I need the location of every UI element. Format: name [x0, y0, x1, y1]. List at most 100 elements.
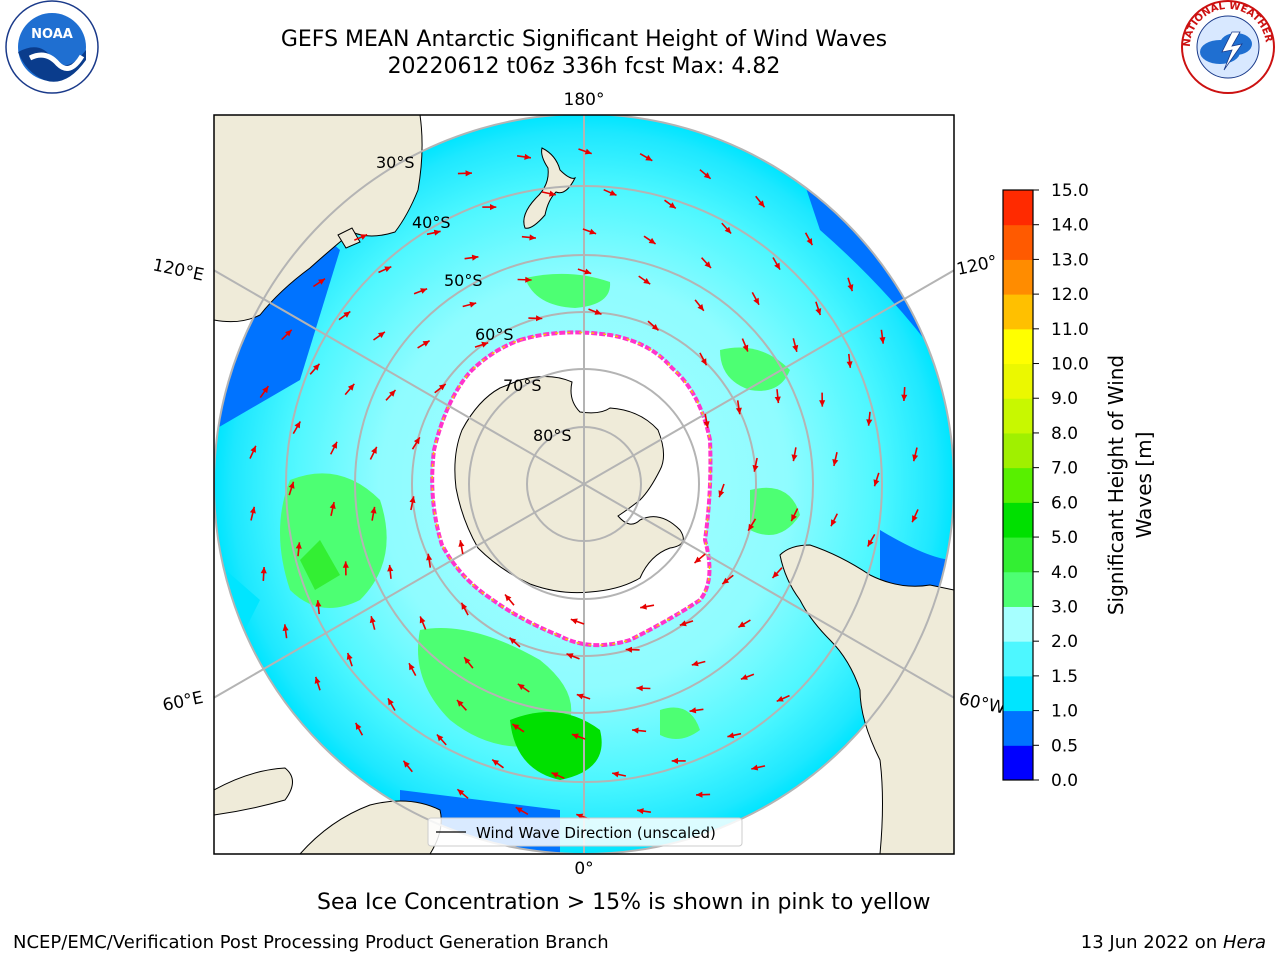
wind-wave-arrowhead	[846, 361, 853, 368]
graticule	[214, 115, 954, 854]
wind-wave-arrowhead	[901, 394, 908, 401]
wind-wave-arrowhead	[703, 421, 710, 428]
colorbar-tick-label: 12.0	[1051, 285, 1089, 305]
madagascar-landmass	[214, 767, 293, 816]
colorbar-tick-label: 6.0	[1051, 493, 1078, 513]
chart-subtitle: 20220612 t06z 336h fcst Max: 4.82	[387, 54, 781, 79]
colorbar-label-line1: Significant Height of Wind	[1104, 355, 1128, 615]
wind-wave-arrowhead	[689, 707, 697, 714]
wind-wave-arrowhead	[457, 789, 465, 796]
lat-label-40s: 40°S	[412, 213, 451, 232]
wind-wave-arrowhead	[512, 724, 520, 731]
wind-wave-arrowhead	[329, 502, 336, 509]
wind-wave-arrowhead	[751, 764, 759, 771]
wind-wave-arrowhead	[457, 700, 464, 707]
colorbar-segment	[1003, 502, 1033, 538]
wind-wave-arrowhead	[282, 624, 289, 631]
colorbar-segment	[1003, 328, 1033, 365]
wind-wave-arrowhead	[867, 539, 874, 547]
wind-wave-arrowhead	[370, 506, 377, 514]
wind-wave-arrowhead	[355, 722, 362, 730]
wind-wave-arrowhead	[369, 616, 376, 624]
colorbar-segment	[1003, 537, 1033, 573]
wind-wave-arrowhead	[469, 301, 477, 308]
legend-label: Wind Wave Direction (unscaled)	[476, 824, 716, 842]
colorbar-tick-label: 9.0	[1051, 389, 1078, 409]
wind-wave-arrowhead	[648, 237, 656, 244]
wind-wave-arrowhead	[738, 621, 746, 628]
wind-wave-arrowhead	[679, 620, 687, 627]
wind-wave-arrowhead	[753, 297, 759, 305]
wind-wave-arrowhead	[584, 148, 592, 155]
wind-wave-arrowhead	[847, 284, 854, 292]
sea-ice-note: Sea Ice Concentration > 15% is shown in …	[317, 890, 931, 915]
colorbar-tick-label: 14.0	[1051, 216, 1089, 236]
wind-wave-arrowhead	[262, 386, 269, 394]
colorbar-tick-label: 13.0	[1051, 250, 1089, 270]
wind-wave-arrowhead	[465, 170, 472, 177]
colorbar-label-line2: Waves [m]	[1132, 432, 1156, 539]
map-legend: Wind Wave Direction (unscaled)	[427, 817, 743, 847]
map-frame	[213, 114, 955, 855]
wind-wave-arrowhead	[722, 577, 730, 584]
wind-wave-arrowhead	[313, 363, 320, 371]
chart-title: GEFS MEAN Antarctic Significant Height o…	[280, 27, 888, 52]
wind-wave-arrowhead	[342, 561, 349, 568]
colorbar-tick-label: 8.0	[1051, 424, 1078, 444]
wind-wave-arrowhead	[815, 308, 822, 315]
colorbar-segment	[1003, 675, 1033, 712]
wind-wave-arrowhead	[436, 734, 444, 742]
wind-wave-arrowhead	[409, 496, 416, 504]
wind-wave-arrowhead	[584, 268, 592, 275]
wind-wave-arrowhead	[792, 344, 799, 352]
colorbar: 0.0 0.5 1.0 1.5 2.0 3.0 4.0 5.0 6.0 7.0 8.0 9.0 10.0…	[1002, 181, 1089, 791]
wind-wave-arrowhead	[250, 445, 256, 453]
wind-wave-arrowhead	[774, 262, 780, 270]
lon-label-0: 0°	[574, 859, 593, 879]
wind-wave-arrowhead	[589, 228, 597, 235]
footer-left: NCEP/EMC/Verification Post Processing Pr…	[13, 932, 609, 953]
wind-wave-arrowhead	[419, 616, 426, 624]
wind-wave-arrowhead	[314, 676, 321, 684]
lat-label-80s: 80°S	[533, 426, 572, 445]
colorbar-tick-label: 5.0	[1051, 528, 1078, 548]
nws-logo: NATIONAL WEATHER SERVICE	[0, 0, 1275, 94]
wind-wave-arrowhead	[718, 490, 725, 498]
colorbar-tick-label: 0.0	[1051, 771, 1078, 791]
wind-wave-arrowhead	[492, 759, 499, 766]
lon-label-60e: 60°E	[161, 688, 205, 716]
wind-wave-arrowhead	[566, 653, 574, 659]
wind-wave-arrowhead	[331, 441, 337, 449]
wind-wave-arrowhead	[529, 234, 536, 241]
wind-wave-arrowhead	[697, 304, 704, 311]
wind-wave-arrowhead	[625, 646, 632, 653]
colorbar-tick-label: 10.0	[1051, 355, 1089, 375]
wind-wave-arrowhead	[249, 506, 256, 514]
wind-wave-arrowhead	[461, 602, 468, 610]
wind-wave-arrowhead	[632, 727, 639, 734]
wind-wave-arrowhead	[727, 732, 735, 739]
wind-wave-arrowhead	[285, 329, 292, 337]
wind-wave-arrowhead	[594, 309, 602, 315]
wind-wave-arrowhead	[776, 696, 784, 702]
footer-date: 13 Jun 2022 on	[1080, 932, 1223, 953]
wind-wave-arrowhead	[571, 733, 579, 740]
wind-wave-arrowhead	[387, 564, 394, 572]
colorbar-segment	[1003, 467, 1033, 503]
wind-wave-arrowhead	[409, 663, 415, 671]
wind-wave-arrowhead	[505, 594, 512, 602]
colorbar-segment	[1003, 363, 1033, 399]
wind-wave-arrowhead	[640, 603, 647, 610]
wind-wave-arrowhead	[758, 200, 765, 208]
wind-wave-arrowhead	[774, 396, 781, 404]
wind-wave-arrowhead	[832, 459, 839, 466]
wind-wave-arrowhead	[637, 808, 644, 815]
wind-wave-arrowhead	[294, 421, 301, 429]
wind-wave-arrowhead	[318, 278, 325, 285]
colorbar-segment	[1003, 398, 1033, 434]
wind-wave-arrowhead	[413, 437, 420, 445]
wind-wave-arrowhead	[643, 278, 651, 285]
wind-wave-arrowhead	[636, 685, 643, 692]
colorbar-segment	[1003, 745, 1033, 781]
